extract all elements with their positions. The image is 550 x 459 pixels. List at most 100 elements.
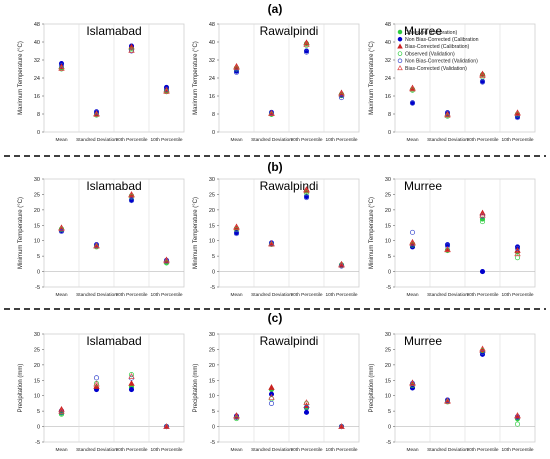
chart-panels: 0 8 16 24 32 40 48 Maximum Temperature (°C) Mean… xyxy=(18,22,536,453)
y-tick-label: -5 xyxy=(210,285,215,291)
x-tick-label: 90th Percentile xyxy=(467,447,499,453)
y-tick-label: 30 xyxy=(385,332,391,338)
chart-panel-2-1: -5 0 5 10 15 20 25 30 Precipitation (mm) Mean Stan… xyxy=(193,332,360,453)
data-point-s5-c1 xyxy=(268,240,275,247)
data-point-s5-c3 xyxy=(514,250,521,257)
y-tick-label: 40 xyxy=(385,40,391,46)
x-tick-label: Standred Deviation xyxy=(76,292,117,298)
y-tick-label: 0 xyxy=(212,130,215,136)
y-tick-label: 48 xyxy=(209,22,215,28)
y-axis-label: Precipitation (mm) xyxy=(18,364,24,413)
data-point-s5-c0 xyxy=(233,64,240,70)
y-tick-label: 40 xyxy=(34,40,40,46)
chart-panel-0-2: 0 8 16 24 32 40 48 Maximum Temperature (°C) Mean… xyxy=(369,22,536,143)
data-point-s4-c0 xyxy=(233,414,240,420)
legend-label: Observed (Validation) xyxy=(405,51,455,57)
data-point-s5-c1 xyxy=(268,110,275,116)
y-tick-label: 10 xyxy=(34,394,40,400)
legend-entry-2: Bias-Corrected (Calibration) xyxy=(397,43,470,50)
data-point-s5-c1 xyxy=(268,393,275,400)
data-point-s4-c0 xyxy=(233,231,240,237)
y-axis-label: Precipitation (mm) xyxy=(369,364,375,413)
y-tick-label: 5 xyxy=(388,409,391,415)
data-point-s2-c1 xyxy=(268,384,275,390)
y-tick-label: 0 xyxy=(388,270,391,276)
x-tick-label: Mean xyxy=(407,447,419,453)
x-tick-label: 90th Percentile xyxy=(116,292,148,298)
x-tick-label: Standred Deviation xyxy=(76,137,117,143)
x-tick-label: 90th Percentile xyxy=(291,137,323,143)
x-tick-label: 10th Percentile xyxy=(326,447,358,453)
legend-marker xyxy=(397,51,403,56)
x-tick-label: Mean xyxy=(407,292,419,298)
y-tick-label: 32 xyxy=(209,58,215,64)
y-tick-label: 24 xyxy=(385,76,391,82)
data-point-s1-c2 xyxy=(479,269,486,275)
panel-title: Islamabad xyxy=(86,179,141,193)
x-tick-label: Standred Deviation xyxy=(76,447,117,453)
y-tick-label: 10 xyxy=(209,239,215,245)
panel-title: Islamabad xyxy=(86,24,141,38)
y-tick-label: 32 xyxy=(34,58,40,64)
data-point-s4-c3 xyxy=(338,95,345,101)
data-point-s4-c0 xyxy=(233,69,240,75)
y-tick-label: 24 xyxy=(34,76,40,82)
data-point-s3-c2 xyxy=(479,219,486,225)
y-tick-label: 0 xyxy=(388,425,391,431)
y-tick-label: 0 xyxy=(212,270,215,276)
x-tick-label: 10th Percentile xyxy=(326,292,358,298)
data-point-s4-c0 xyxy=(409,229,416,235)
y-tick-label: 10 xyxy=(209,394,215,400)
y-tick-label: -5 xyxy=(35,440,40,446)
legend-marker xyxy=(397,58,403,64)
data-point-s3-c3 xyxy=(514,255,521,261)
y-tick-label: 30 xyxy=(209,177,215,183)
panel-title: Murree xyxy=(404,179,442,193)
data-point-s5-c1 xyxy=(93,242,100,249)
x-tick-label: 10th Percentile xyxy=(151,292,183,298)
data-point-s5-c3 xyxy=(338,90,345,97)
y-tick-label: 15 xyxy=(209,378,215,384)
chart-panel-1-0: -5 0 5 10 15 20 25 30 Minimum Temperature (°C) Me… xyxy=(18,177,185,298)
legend-label: Non Bias-Corrected (Calibration xyxy=(405,37,479,43)
x-tick-label: 90th Percentile xyxy=(116,137,148,143)
y-tick-label: 20 xyxy=(385,363,391,369)
x-tick-label: Standred Deviation xyxy=(427,137,468,143)
legend-marker xyxy=(397,29,403,35)
y-axis-label: Maximum Temperature (°C) xyxy=(18,41,24,115)
x-tick-label: 10th Percentile xyxy=(151,137,183,143)
x-tick-label: 10th Percentile xyxy=(502,447,534,453)
x-tick-label: Standred Deviation xyxy=(251,137,292,143)
data-point-s5-c1 xyxy=(444,397,451,404)
y-tick-label: 25 xyxy=(209,192,215,198)
y-axis-label: Precipitation (mm) xyxy=(193,364,199,413)
data-point-s4-c3 xyxy=(163,86,170,92)
y-tick-label: 20 xyxy=(385,208,391,214)
data-point-s4-c1 xyxy=(444,243,451,249)
y-tick-label: 5 xyxy=(212,254,215,260)
y-tick-label: 25 xyxy=(34,347,40,353)
data-point-s5-c3 xyxy=(338,423,345,430)
data-point-s5-c0 xyxy=(58,65,65,71)
y-tick-label: 48 xyxy=(34,22,40,28)
row-label-b: (b) xyxy=(267,160,282,174)
x-tick-label: 90th Percentile xyxy=(291,292,323,298)
y-tick-label: 20 xyxy=(34,208,40,214)
y-tick-label: 8 xyxy=(388,112,391,118)
legend-marker xyxy=(397,43,403,49)
data-point-s5-c2 xyxy=(479,211,486,218)
y-tick-label: 8 xyxy=(212,112,215,118)
legend-marker xyxy=(397,36,403,42)
x-tick-label: 90th Percentile xyxy=(467,137,499,143)
y-tick-label: 25 xyxy=(209,347,215,353)
row-label-c: (c) xyxy=(268,311,283,325)
data-point-s4-c0 xyxy=(409,100,416,106)
data-point-s5-c3 xyxy=(514,412,521,419)
y-tick-label: -5 xyxy=(386,440,391,446)
y-tick-label: 48 xyxy=(385,22,391,28)
data-point-s5-c2 xyxy=(128,191,135,198)
data-point-s1-c2 xyxy=(128,386,135,393)
data-point-s4-c2 xyxy=(479,79,486,85)
x-tick-label: Mean xyxy=(56,292,68,298)
data-point-s5-c1 xyxy=(444,246,451,253)
